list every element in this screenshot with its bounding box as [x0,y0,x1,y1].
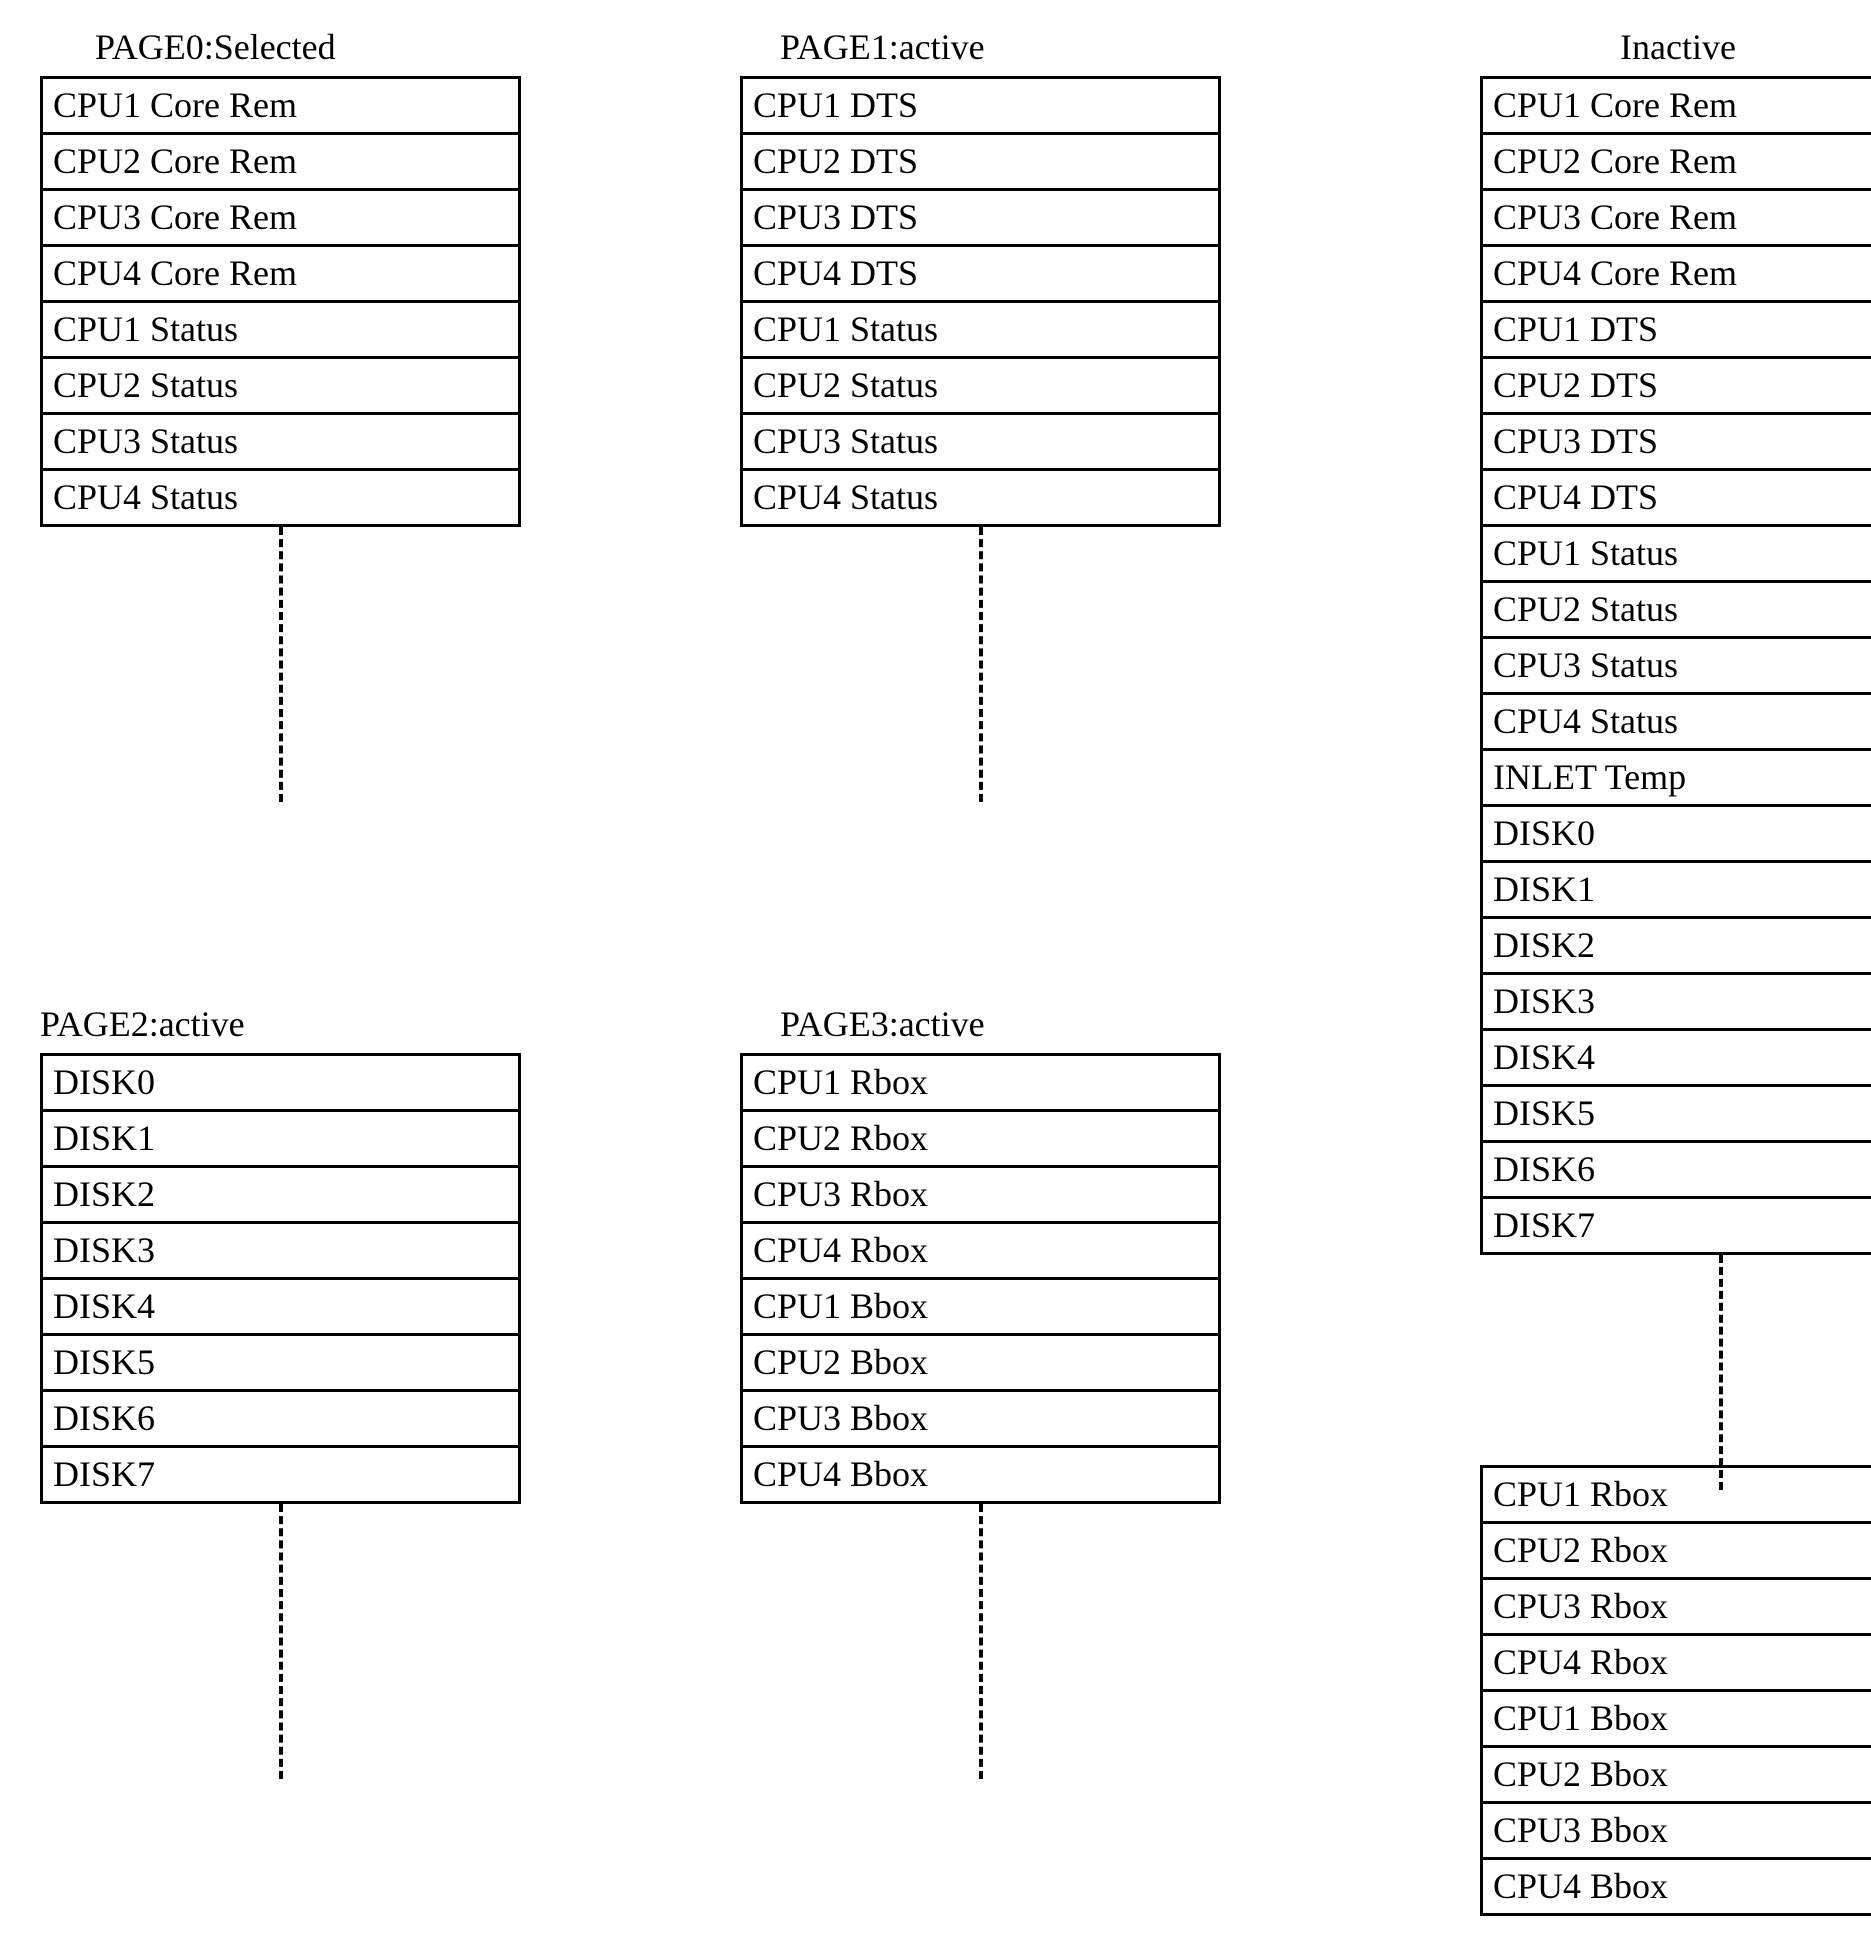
list-item: CPU4 Bbox [743,1448,1218,1504]
page1-block: PAGE1:active CPU1 DTSCPU2 DTSCPU3 DTSCPU… [740,28,1215,527]
list-item: DISK6 [43,1392,518,1448]
list-item: CPU3 Bbox [1483,1804,1871,1860]
list-item: CPU2 Bbox [743,1336,1218,1392]
list-item: CPU1 Rbox [743,1056,1218,1112]
list-item: DISK7 [1483,1199,1871,1255]
list-item: DISK7 [43,1448,518,1504]
list-item: DISK3 [43,1224,518,1280]
page2-block: PAGE2:active DISK0DISK1DISK2DISK3DISK4DI… [40,1005,515,1504]
list-item: CPU2 DTS [1483,359,1871,415]
list-item: CPU4 Status [743,471,1218,527]
page2-title: PAGE2:active [40,1005,515,1045]
list-item: CPU2 Rbox [743,1112,1218,1168]
list-item: CPU2 Core Rem [1483,135,1871,191]
list-item: CPU1 Core Rem [1483,79,1871,135]
continuation-line [1719,1255,1723,1490]
list-item: CPU4 Core Rem [1483,247,1871,303]
list-item: CPU3 DTS [1483,415,1871,471]
list-item: CPU1 Core Rem [43,79,518,135]
inactive-block: Inactive CPU1 Core RemCPU2 Core RemCPU3 … [1480,28,1871,1255]
list-item: DISK5 [1483,1087,1871,1143]
list-item: CPU1 Status [43,303,518,359]
list-item: CPU4 Bbox [1483,1860,1871,1916]
list-item: DISK6 [1483,1143,1871,1199]
continuation-line [979,527,983,802]
page2-stack: DISK0DISK1DISK2DISK3DISK4DISK5DISK6DISK7 [40,1053,521,1504]
list-item: CPU3 Status [743,415,1218,471]
list-item: DISK2 [43,1168,518,1224]
list-item: CPU2 DTS [743,135,1218,191]
list-item: DISK1 [1483,863,1871,919]
list-item: DISK5 [43,1336,518,1392]
list-item: DISK0 [1483,807,1871,863]
list-item: DISK3 [1483,975,1871,1031]
page1-title: PAGE1:active [740,28,1215,68]
list-item: DISK0 [43,1056,518,1112]
list-item: CPU2 Bbox [1483,1748,1871,1804]
list-item: CPU2 Status [1483,583,1871,639]
list-item: DISK1 [43,1112,518,1168]
list-item: CPU3 DTS [743,191,1218,247]
list-item: CPU3 Status [1483,639,1871,695]
continuation-line [279,527,283,802]
list-item: CPU2 Status [43,359,518,415]
inactive-title: Inactive [1480,28,1871,68]
list-item: DISK2 [1483,919,1871,975]
inactive-stack-bottom: CPU1 RboxCPU2 RboxCPU3 RboxCPU4 RboxCPU1… [1480,1465,1871,1916]
list-item: CPU3 Core Rem [43,191,518,247]
page0-block: PAGE0:Selected CPU1 Core RemCPU2 Core Re… [40,28,515,527]
list-item: CPU4 DTS [1483,471,1871,527]
list-item: CPU4 Rbox [743,1224,1218,1280]
list-item: CPU4 Status [43,471,518,527]
list-item: CPU4 Core Rem [43,247,518,303]
list-item: CPU1 Bbox [743,1280,1218,1336]
inactive-stack-top: CPU1 Core RemCPU2 Core RemCPU3 Core RemC… [1480,76,1871,1255]
page0-title: PAGE0:Selected [40,28,515,68]
page3-title: PAGE3:active [740,1005,1215,1045]
list-item: CPU3 Rbox [743,1168,1218,1224]
list-item: CPU1 Status [743,303,1218,359]
list-item: CPU2 Rbox [1483,1524,1871,1580]
inactive-bottom-block: CPU1 RboxCPU2 RboxCPU3 RboxCPU4 RboxCPU1… [1480,1465,1871,1916]
list-item: CPU1 Bbox [1483,1692,1871,1748]
list-item: DISK4 [43,1280,518,1336]
list-item: CPU3 Core Rem [1483,191,1871,247]
list-item: CPU3 Rbox [1483,1580,1871,1636]
page3-block: PAGE3:active CPU1 RboxCPU2 RboxCPU3 Rbox… [740,1005,1215,1504]
page1-stack: CPU1 DTSCPU2 DTSCPU3 DTSCPU4 DTSCPU1 Sta… [740,76,1221,527]
list-item: CPU1 Rbox [1483,1468,1871,1524]
continuation-line [279,1504,283,1779]
list-item: CPU1 DTS [743,79,1218,135]
continuation-line [979,1504,983,1779]
list-item: CPU2 Core Rem [43,135,518,191]
list-item: CPU3 Status [43,415,518,471]
list-item: CPU1 DTS [1483,303,1871,359]
list-item: CPU1 Status [1483,527,1871,583]
list-item: CPU4 Status [1483,695,1871,751]
page0-stack: CPU1 Core RemCPU2 Core RemCPU3 Core RemC… [40,76,521,527]
list-item: CPU2 Status [743,359,1218,415]
list-item: CPU4 DTS [743,247,1218,303]
list-item: DISK4 [1483,1031,1871,1087]
list-item: INLET Temp [1483,751,1871,807]
list-item: CPU4 Rbox [1483,1636,1871,1692]
page3-stack: CPU1 RboxCPU2 RboxCPU3 RboxCPU4 RboxCPU1… [740,1053,1221,1504]
list-item: CPU3 Bbox [743,1392,1218,1448]
